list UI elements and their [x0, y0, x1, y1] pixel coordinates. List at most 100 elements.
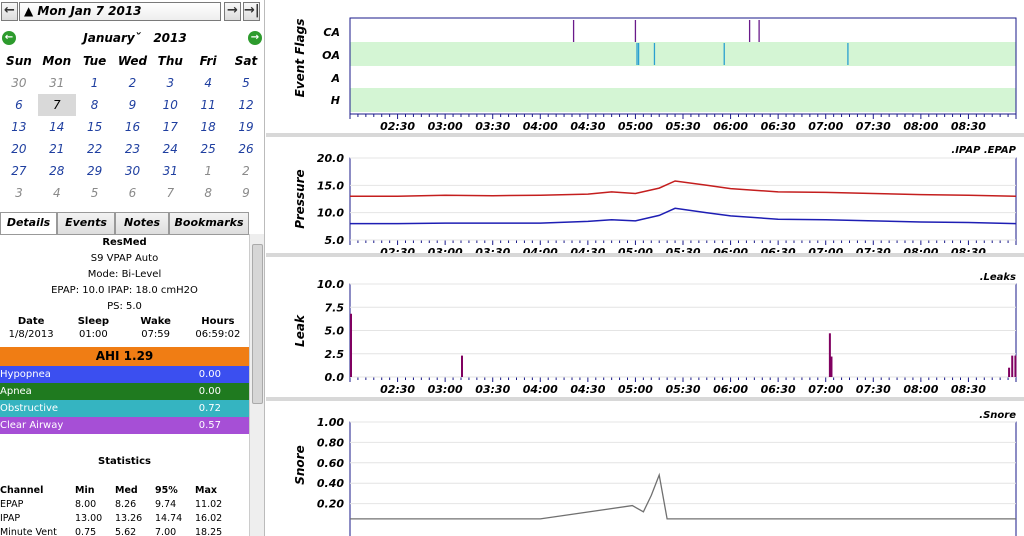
calendar-weekday-row: Sun Mon Tue Wed Thu Fri Sat: [0, 50, 265, 72]
calendar-day[interactable]: 28: [49, 164, 65, 178]
time-tick-label: 03:30: [475, 383, 510, 396]
session-value: 01:00: [78, 329, 108, 340]
stats-row: Minute Vent 0.75 5.62 7.00 18.25: [0, 526, 249, 536]
calendar-day[interactable]: 31: [49, 76, 65, 90]
ahi-summary: AHI 1.29: [0, 347, 249, 366]
calendar-day[interactable]: 16: [124, 120, 141, 134]
prev-month-icon[interactable]: ←: [2, 31, 16, 45]
stats-header: Med: [115, 485, 138, 496]
calendar-day[interactable]: 24: [162, 142, 178, 156]
calendar-day[interactable]: 27: [11, 164, 27, 178]
time-tick-label: 04:30: [570, 246, 605, 259]
time-tick-label: 07:00: [808, 246, 843, 259]
scrollbar-thumb[interactable]: [252, 244, 263, 404]
calendar-day[interactable]: 5: [90, 186, 99, 200]
calendar-day[interactable]: 8: [204, 186, 212, 200]
tab-notes[interactable]: Notes: [115, 212, 169, 234]
time-tick-label: 06:30: [761, 383, 796, 396]
calendar-year[interactable]: 2013: [153, 31, 187, 45]
event-row: Clear Airway 0.57: [0, 417, 249, 434]
graph-divider[interactable]: [266, 133, 1024, 137]
time-tick-label: 06:00: [713, 120, 748, 133]
stats-header: Max: [195, 485, 217, 496]
calendar-day[interactable]: 7: [166, 186, 175, 200]
calendar-day[interactable]: 12: [238, 98, 254, 112]
calendar-day[interactable]: 9: [128, 98, 137, 112]
time-tick-label: 03:00: [428, 246, 463, 259]
calendar-day[interactable]: 29: [86, 164, 103, 178]
leak-bar: [1008, 367, 1011, 377]
month-year[interactable]: Januaryˇ 2013: [83, 31, 187, 45]
graph-divider[interactable]: [266, 253, 1024, 257]
calendar-day[interactable]: 15: [86, 120, 103, 134]
last-day-button[interactable]: →|: [243, 2, 260, 21]
time-tick-label: 06:00: [713, 383, 748, 396]
calendar-day[interactable]: 30: [11, 76, 27, 90]
stats-cell: 11.02: [195, 499, 223, 510]
calendar-day[interactable]: 2: [128, 76, 137, 90]
calendar-day[interactable]: 3: [15, 186, 23, 200]
tab-details[interactable]: Details: [0, 212, 57, 234]
next-day-button[interactable]: →: [224, 2, 241, 21]
time-tick-label: 05:30: [665, 383, 700, 396]
calendar-day[interactable]: 8: [90, 98, 99, 112]
machine-mode: Mode: Bi-Level: [87, 269, 162, 280]
time-tick-label: 07:30: [856, 383, 891, 396]
calendar-day[interactable]: 10: [162, 98, 178, 112]
tab-bookmarks[interactable]: Bookmarks: [169, 212, 249, 234]
calendar-day[interactable]: 11: [200, 98, 216, 112]
calendar-day[interactable]: 13: [11, 120, 27, 134]
calendar-day[interactable]: 31: [162, 164, 178, 178]
calendar-day[interactable]: 9: [242, 186, 250, 200]
date-selector[interactable]: ▲ Mon Jan 7 2013: [19, 2, 221, 21]
calendar-day[interactable]: 1: [204, 164, 212, 178]
previous-day-button[interactable]: ←: [1, 2, 18, 21]
calendar-day[interactable]: 23: [124, 142, 141, 156]
leak-tick-label: 5.0: [325, 325, 345, 338]
leak-bar: [828, 333, 831, 377]
calendar-day[interactable]: 1: [90, 76, 99, 90]
calendar-day[interactable]: 20: [11, 142, 27, 156]
stats-cell: 16.02: [195, 513, 223, 524]
calendar-day[interactable]: 25: [200, 142, 216, 156]
calendar-day[interactable]: 18: [200, 120, 216, 134]
event-label: Clear Airway: [0, 420, 64, 431]
calendar-day[interactable]: 4: [204, 76, 212, 90]
calendar-day[interactable]: 6: [128, 186, 137, 200]
stats-cell: 7.00: [155, 527, 177, 536]
stats-cell: IPAP: [0, 513, 21, 524]
next-month-icon[interactable]: →: [248, 31, 262, 45]
calendar-month[interactable]: January: [83, 31, 135, 45]
calendar-day[interactable]: 3: [166, 76, 175, 90]
calendar-day[interactable]: 4: [52, 186, 61, 200]
time-tick-label: 04:00: [523, 120, 558, 133]
calendar-day[interactable]: 14: [49, 120, 65, 134]
stats-cell: 13.00: [75, 513, 103, 524]
calendar-day[interactable]: 22: [86, 142, 103, 156]
leak-ylabel: Leak: [293, 314, 307, 347]
calendar-day[interactable]: 7: [37, 94, 76, 116]
calendar-day[interactable]: 26: [238, 142, 254, 156]
calendar-day[interactable]: 2: [242, 164, 250, 178]
flag-row-label: A: [330, 72, 340, 85]
session-header: Sleep: [77, 316, 110, 327]
leak-tick-label: 10.0: [317, 278, 344, 291]
calendar-day[interactable]: 17: [162, 120, 178, 134]
stats-header-row: Channel Min Med 95% Max: [0, 484, 249, 498]
time-tick-label: 05:00: [618, 383, 653, 396]
event_flags-ylabel: Event Flags: [293, 19, 307, 98]
time-tick-label: 07:00: [808, 120, 843, 133]
calendar-day[interactable]: 30: [124, 164, 141, 178]
calendar-day[interactable]: 5: [242, 76, 250, 90]
details-scrollbar[interactable]: [249, 234, 264, 536]
tab-events[interactable]: Events: [57, 212, 115, 234]
session-header: Hours: [201, 316, 235, 327]
snore-line: [350, 472, 1016, 520]
calendar-day[interactable]: 21: [49, 142, 65, 156]
calendar-day[interactable]: 19: [238, 120, 254, 134]
time-tick-label: 08:00: [903, 383, 938, 396]
event-rows: Hypopnea 0.00 Apnea 0.00 Obstructive 0.72 Clea…: [0, 366, 249, 434]
graph-divider[interactable]: [266, 397, 1024, 401]
calendar-day[interactable]: 6: [15, 98, 23, 112]
time-tick-label: 08:30: [951, 246, 986, 259]
